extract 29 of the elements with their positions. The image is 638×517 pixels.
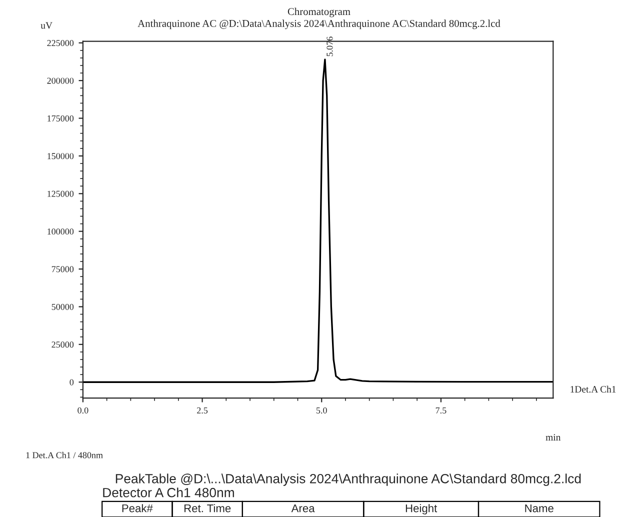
text: Ret. Time: [184, 504, 231, 512]
text: Detector A Ch1 480nm: [103, 488, 234, 498]
text: Height: [406, 504, 438, 514]
x-tick-label: 5.0: [316, 407, 327, 414]
y-tick-label: 75000: [52, 266, 74, 272]
chart-subtitle: Anthraquinone AC @D:\Data\Analysis 2024\Anthraquinone AC\Standard 80mcg.2.lcd: [138, 20, 500, 30]
line-series: [82, 58, 554, 383]
y-tick-label: 0: [70, 379, 74, 386]
y-tick-label: 225000: [47, 40, 74, 46]
x-axis-title: min: [546, 434, 561, 441]
series-label: 1Det.A Ch1: [570, 386, 616, 393]
y-tick-label: 150000: [48, 153, 74, 160]
x-tick-label: 7.5: [436, 407, 446, 414]
y-tick-label: 50000: [52, 304, 74, 310]
text: Name: [525, 504, 554, 512]
y-tick-label: 25000: [52, 342, 74, 348]
y-axis-title: uV: [40, 22, 52, 29]
y-tick-label: 125000: [48, 190, 74, 197]
chart-title: Chromatogram: [288, 8, 350, 18]
y-tick-label: 175000: [48, 115, 74, 122]
annotation: 5.076: [326, 36, 333, 56]
text: 1 Det.A Ch1 / 480nm: [26, 452, 103, 458]
text: Peak#: [122, 504, 153, 512]
text: Area: [291, 504, 315, 512]
x-tick-label: 2.5: [197, 407, 208, 414]
y-tick-label: 200000: [47, 78, 74, 84]
y-tick-label: 100000: [48, 228, 74, 235]
x-tick-label: 0.0: [78, 407, 88, 414]
text: PeakTable @D:\...\Data\Analysis 2024\Anthraquinone AC\Standard 80mcg.2.lcd: [116, 474, 581, 486]
